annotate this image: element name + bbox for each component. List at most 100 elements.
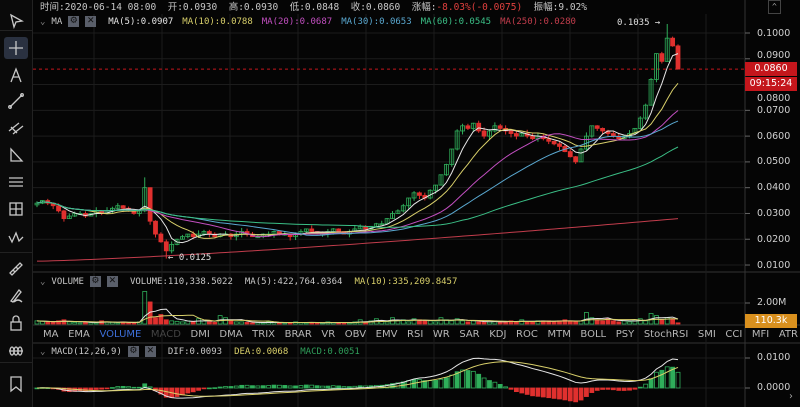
- collapse-chevron-icon[interactable]: ⌄: [40, 16, 46, 27]
- candle-body: [443, 164, 449, 176]
- candle-body: [411, 192, 417, 199]
- macd-indicator-name: MACD(12,26,9): [51, 346, 122, 357]
- candle-body: [497, 125, 503, 129]
- volume-bar: [228, 320, 234, 325]
- ruler-tool[interactable]: [4, 258, 28, 280]
- candle-body: [120, 205, 126, 209]
- settings-gear-icon[interactable]: ⚙: [127, 346, 139, 357]
- candle-body: [519, 133, 525, 137]
- close-icon[interactable]: ✕: [144, 346, 156, 357]
- volume-bar: [675, 322, 681, 325]
- volume-bar: [174, 320, 180, 325]
- tab-macd[interactable]: MACD: [150, 329, 181, 340]
- macd-bar: [627, 387, 632, 391]
- tab-psy[interactable]: PSY: [615, 329, 635, 340]
- candle: [422, 192, 428, 201]
- tab-ema[interactable]: EMA: [68, 329, 90, 340]
- lock-tool[interactable]: [4, 312, 28, 334]
- tab-roc[interactable]: ROC: [516, 329, 538, 340]
- chevron-up-icon: ^: [772, 2, 777, 11]
- price-axis-label: 0.0800: [757, 93, 791, 104]
- tab-mfi[interactable]: MFI: [751, 329, 770, 340]
- candle: [206, 229, 212, 238]
- macd-bar: [503, 386, 509, 389]
- close-icon[interactable]: ✕: [85, 16, 97, 27]
- candle: [61, 209, 67, 222]
- tab-wr[interactable]: WR: [432, 329, 450, 340]
- bookmark-tool[interactable]: [4, 373, 28, 395]
- chevron-right-icon: ›: [788, 391, 794, 402]
- volume-bar: [514, 321, 519, 325]
- volume-bar: [142, 291, 148, 325]
- wave-tool[interactable]: [4, 226, 28, 248]
- volume-bar: [562, 319, 568, 325]
- collapse-chevron-icon[interactable]: ⌄: [40, 276, 46, 287]
- candle: [470, 122, 476, 132]
- volume-bar: [589, 317, 595, 325]
- price-axis-label: 0.1000: [757, 27, 791, 39]
- horizontal-lines-tool[interactable]: [4, 171, 28, 193]
- crosshair-tool[interactable]: [4, 37, 28, 59]
- trend-line-tool[interactable]: [4, 90, 28, 112]
- macd-bar: [584, 387, 589, 397]
- candle: [637, 116, 643, 130]
- volume-bar: [45, 321, 51, 325]
- tab-rsi[interactable]: RSI: [407, 329, 424, 340]
- grid-tool[interactable]: [4, 198, 28, 220]
- settings-gear-icon[interactable]: ⚙: [68, 16, 80, 27]
- volume-bar: [605, 318, 611, 325]
- ma-legend-item: MA(250):0.0280: [500, 16, 576, 27]
- macd-bar: [390, 383, 395, 389]
- close-icon[interactable]: ✕: [106, 276, 118, 287]
- macd-axis-label-top: 0.0100: [757, 352, 791, 363]
- horizontal-lines-icon: [9, 177, 23, 187]
- tab-dmi[interactable]: DMI: [190, 329, 210, 340]
- cursor-tool[interactable]: [4, 10, 28, 32]
- tab-ma[interactable]: MA: [43, 329, 59, 340]
- tab-mtm[interactable]: MTM: [547, 329, 571, 340]
- tab-volume[interactable]: VOLUME: [99, 329, 142, 340]
- candle-body: [514, 133, 519, 137]
- macd-bar: [110, 387, 115, 389]
- macd-bar: [239, 384, 245, 389]
- volume-ma5: MA(5):422,764.0364: [244, 276, 343, 287]
- triangle-tool[interactable]: [4, 144, 28, 166]
- candle: [643, 103, 649, 121]
- volume-bar: [476, 321, 482, 325]
- tab-sar[interactable]: SAR: [459, 329, 480, 340]
- macd-bar: [293, 385, 298, 389]
- tab-stochrsi[interactable]: StochRSI: [643, 329, 689, 340]
- tab-obv[interactable]: OBV: [344, 329, 367, 340]
- macd-bar: [648, 378, 654, 389]
- candle: [573, 155, 579, 164]
- visibility-tool[interactable]: [4, 340, 28, 362]
- header-change-value: -8.03%(-0.0075): [436, 2, 523, 13]
- tab-boll[interactable]: BOLL: [580, 329, 607, 340]
- tab-atr[interactable]: ATR: [778, 329, 798, 340]
- parallel-channel-tool[interactable]: [4, 117, 28, 139]
- macd-bar: [562, 387, 568, 401]
- volume-bar: [239, 321, 245, 325]
- tab-trix[interactable]: TRIX: [252, 329, 275, 340]
- macd-bar: [449, 374, 455, 389]
- tab-dma[interactable]: DMA: [219, 329, 243, 340]
- settings-gear-icon[interactable]: ⚙: [89, 276, 101, 287]
- tab-cci[interactable]: CCI: [725, 329, 743, 340]
- text-tool[interactable]: [4, 64, 28, 86]
- macd-bar: [514, 387, 519, 393]
- collapse-chevron-icon[interactable]: ⌄: [40, 346, 46, 357]
- tab-smi[interactable]: SMI: [697, 329, 716, 340]
- tab-kdj[interactable]: KDJ: [489, 329, 507, 340]
- tab-emv[interactable]: EMV: [375, 329, 398, 340]
- volume-bar: [616, 321, 622, 325]
- pen-tool[interactable]: [4, 285, 28, 307]
- candle: [514, 131, 519, 140]
- scroll-right-button[interactable]: ›: [788, 391, 794, 403]
- scroll-up-button[interactable]: ^: [768, 0, 781, 14]
- macd-histogram: [34, 366, 681, 403]
- tab-brar[interactable]: BRAR: [284, 329, 312, 340]
- tab-vr[interactable]: VR: [321, 329, 336, 340]
- candle-body: [465, 125, 471, 129]
- volume-bar: [470, 320, 476, 325]
